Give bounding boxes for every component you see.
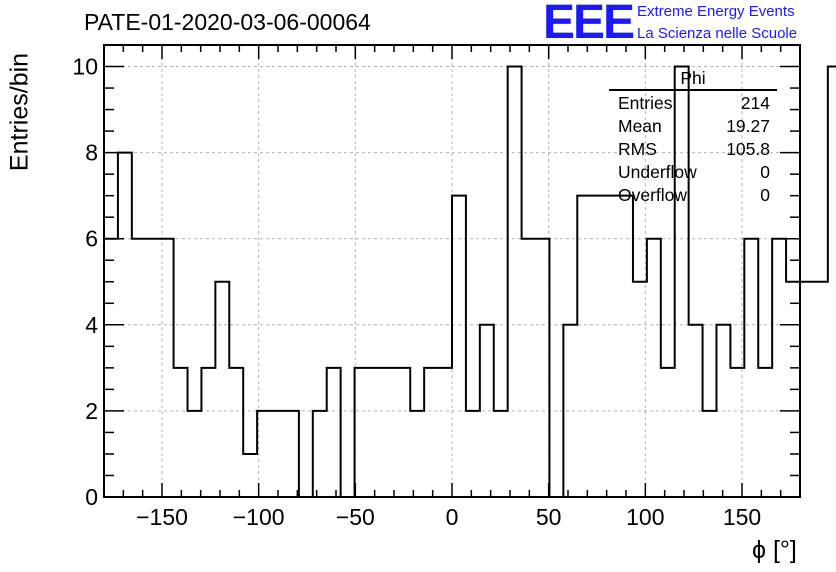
histogram-series: [104, 65, 836, 498]
stats-value: 0: [760, 185, 770, 205]
stats-row-rms: RMS 105.8: [618, 139, 778, 161]
logo-line-1: Extreme Energy Events: [637, 3, 795, 20]
eee-logo: EEE: [543, 0, 635, 49]
stats-row-underflow: Underflow 0: [618, 162, 778, 184]
y-tick-label: 4: [85, 312, 98, 338]
logo-line-2: La Scienza nelle Scuole: [637, 25, 798, 42]
stats-value: 19.27: [726, 116, 770, 136]
stats-key: Overflow: [618, 185, 688, 205]
x-tick-label: 50: [536, 504, 562, 530]
x-tick-label: 100: [626, 504, 664, 530]
stats-key: RMS: [618, 139, 657, 159]
y-tick-label: 10: [72, 54, 98, 80]
y-axis-label: Entries/bin: [5, 52, 34, 172]
x-tick-label: 150: [723, 504, 761, 530]
stats-key: Underflow: [618, 162, 697, 182]
stats-value: 0: [760, 162, 770, 182]
x-axis-label: ϕ [°]: [752, 536, 797, 564]
y-tick-label: 6: [85, 226, 98, 252]
stats-value: 105.8: [726, 139, 770, 159]
y-tick-label: 8: [85, 140, 98, 166]
x-tick-label: 0: [446, 504, 459, 530]
stats-row-entries: Entries 214: [618, 93, 778, 115]
x-tick-label: −50: [336, 504, 375, 530]
stats-value: 214: [740, 93, 770, 113]
x-tick-label: −100: [233, 504, 285, 530]
y-tick-label: 2: [85, 398, 98, 424]
y-tick-label: 0: [85, 484, 98, 510]
stats-key: Entries: [618, 93, 673, 113]
plot-title: PATE-01-2020-03-06-00064: [84, 9, 371, 35]
stats-row-overflow: Overflow 0: [618, 185, 778, 207]
tick-labels: −150 −100 −50 0 50 100 150 0 2 4 6 8 10: [72, 54, 761, 530]
stats-row-mean: Mean 19.27: [618, 116, 778, 138]
axis-ticks: [104, 44, 800, 498]
stats-key: Mean: [618, 116, 662, 136]
stats-title: Phi: [680, 68, 706, 88]
x-tick-label: −150: [136, 504, 188, 530]
